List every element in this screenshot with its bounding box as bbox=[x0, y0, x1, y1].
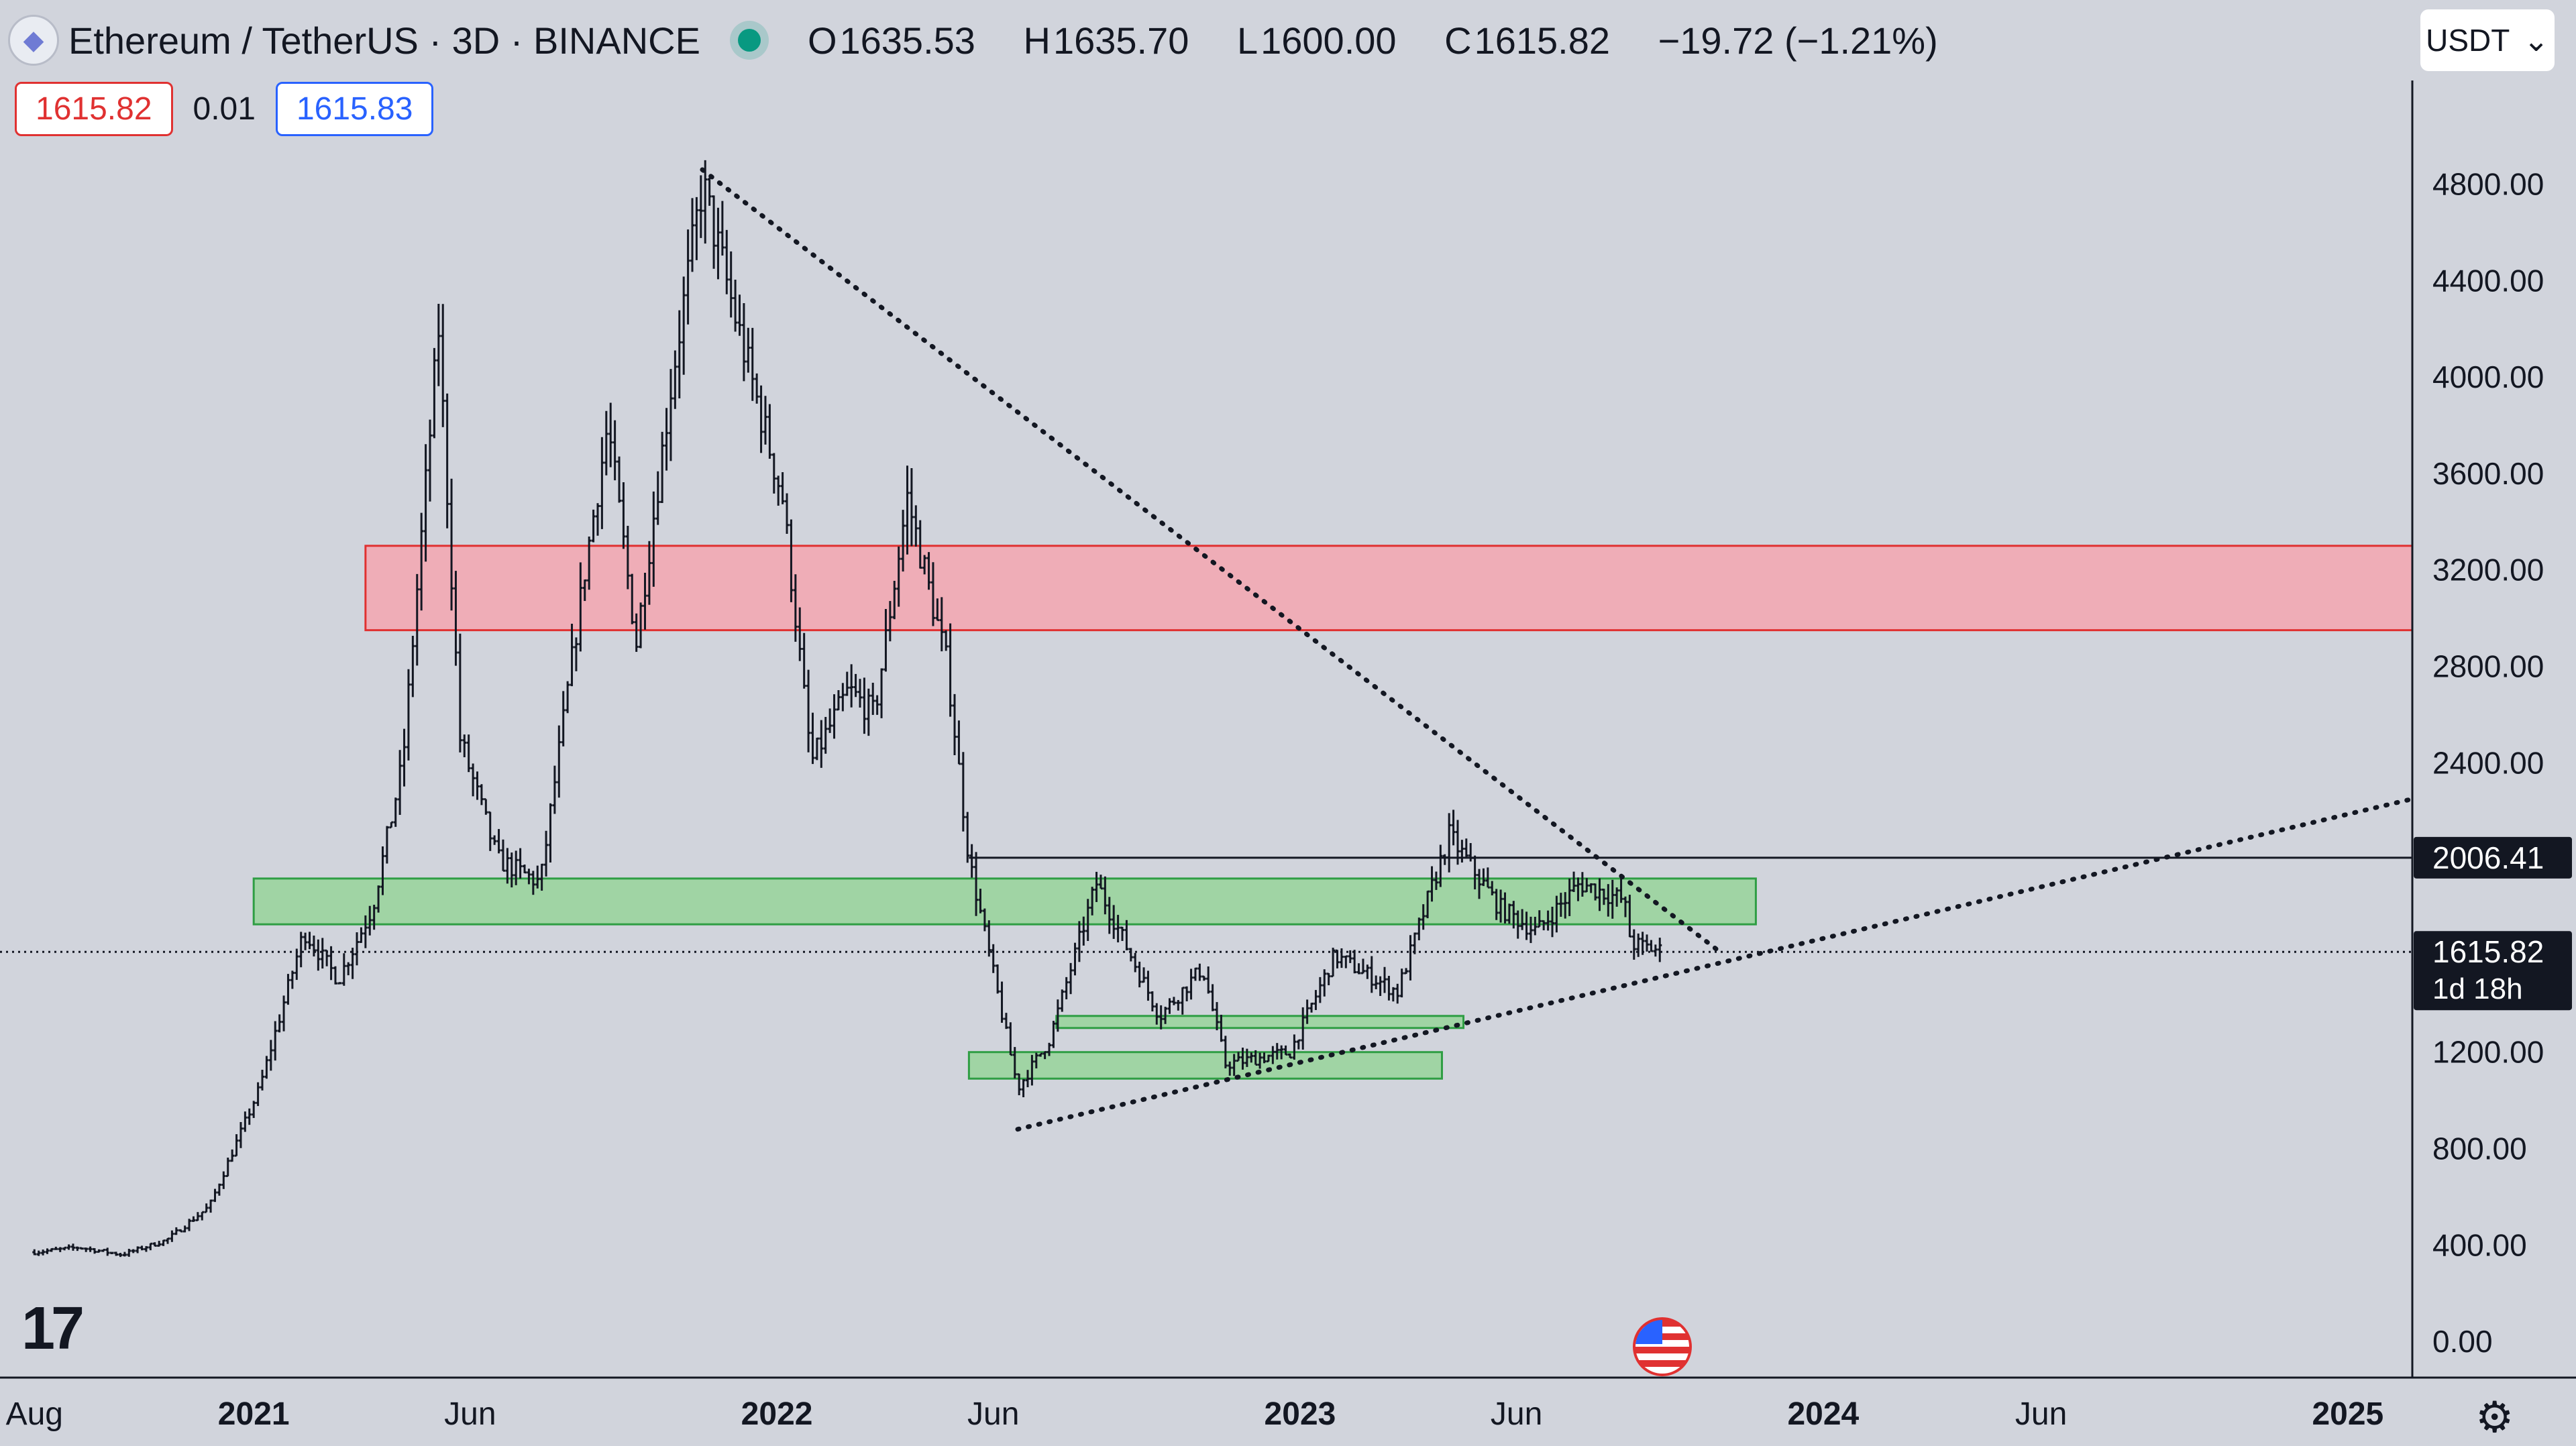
y-tick-label: 4400.00 bbox=[2432, 263, 2544, 298]
candles bbox=[32, 160, 1662, 1258]
sell-button[interactable]: 1615.82 bbox=[15, 82, 173, 136]
trade-panel: 1615.82 0.01 1615.83 bbox=[15, 82, 434, 136]
y-tick-label: 4000.00 bbox=[2432, 359, 2544, 394]
x-tick-label: Jun bbox=[1491, 1396, 1542, 1432]
y-tick-label: 2400.00 bbox=[2432, 745, 2544, 780]
x-tick-label: 2021 bbox=[218, 1396, 290, 1432]
zone-resistance bbox=[364, 545, 2414, 632]
x-tick-label: 2024 bbox=[1787, 1396, 1859, 1432]
trendline-descending bbox=[700, 167, 1721, 954]
live-dot-icon bbox=[737, 29, 761, 52]
chart-header: ◆ Ethereum / TetherUS · 3D · BINANCE O16… bbox=[0, 0, 1957, 80]
y-tick-label: 0.00 bbox=[2432, 1324, 2493, 1359]
chevron-down-icon: ⌄ bbox=[2523, 23, 2549, 58]
high-value: 1635.70 bbox=[1053, 19, 1189, 62]
level-tag-horizontal bbox=[2414, 836, 2572, 879]
us-flag-icon[interactable] bbox=[1633, 1317, 1692, 1376]
level-label-horizontal: 2006.41 bbox=[2432, 840, 2544, 875]
buy-button[interactable]: 1615.83 bbox=[275, 82, 434, 136]
close-value: 1615.82 bbox=[1474, 19, 1610, 62]
level-tag-last-price bbox=[2414, 931, 2572, 1011]
trendline-ascending bbox=[1015, 796, 2415, 1132]
y-tick-label: 2800.00 bbox=[2432, 649, 2544, 684]
close-label: C bbox=[1444, 19, 1472, 62]
spread-value: 0.01 bbox=[193, 91, 256, 127]
ohlc-readout: O1635.53 H1635.70 L1600.00 C1615.82 −19.… bbox=[808, 19, 1957, 62]
x-tick-label: Jun bbox=[2015, 1396, 2067, 1432]
y-tick-label: 3200.00 bbox=[2432, 553, 2544, 588]
tradingview-logo[interactable]: 17 bbox=[21, 1295, 85, 1362]
currency-value: USDT bbox=[2426, 23, 2510, 58]
low-label: L bbox=[1236, 19, 1258, 62]
zone-support-small bbox=[1055, 1015, 1465, 1030]
symbol-title[interactable]: Ethereum / TetherUS · 3D · BINANCE bbox=[68, 19, 700, 62]
y-tick-label: 3600.00 bbox=[2432, 456, 2544, 491]
ethereum-icon[interactable]: ◆ bbox=[8, 15, 59, 66]
level-label-last-price: 1615.82 bbox=[2432, 934, 2544, 969]
open-value: 1635.53 bbox=[839, 19, 975, 62]
level-sublabel-last-price: 1d 18h bbox=[2432, 972, 2523, 1005]
x-tick-label: Jun bbox=[967, 1396, 1019, 1432]
y-tick-label: 800.00 bbox=[2432, 1131, 2527, 1166]
high-label: H bbox=[1023, 19, 1051, 62]
open-label: O bbox=[807, 19, 837, 62]
x-tick-label: 2023 bbox=[1265, 1396, 1336, 1432]
x-tick-label: Aug bbox=[6, 1396, 63, 1432]
x-tick-label: 2025 bbox=[2312, 1396, 2383, 1432]
x-tick-label: Jun bbox=[444, 1396, 496, 1432]
currency-select[interactable]: USDT ⌄ bbox=[2420, 9, 2555, 71]
low-value: 1600.00 bbox=[1260, 19, 1397, 62]
change-value: −19.72 (−1.21%) bbox=[1658, 19, 1938, 62]
y-tick-label: 4800.00 bbox=[2432, 167, 2544, 202]
y-tick-label: 1200.00 bbox=[2432, 1035, 2544, 1070]
gear-icon[interactable]: ⚙ bbox=[2475, 1393, 2514, 1441]
x-tick-label: 2022 bbox=[741, 1396, 813, 1432]
zone-support-low bbox=[967, 1051, 1443, 1080]
y-tick-label: 400.00 bbox=[2432, 1227, 2527, 1262]
